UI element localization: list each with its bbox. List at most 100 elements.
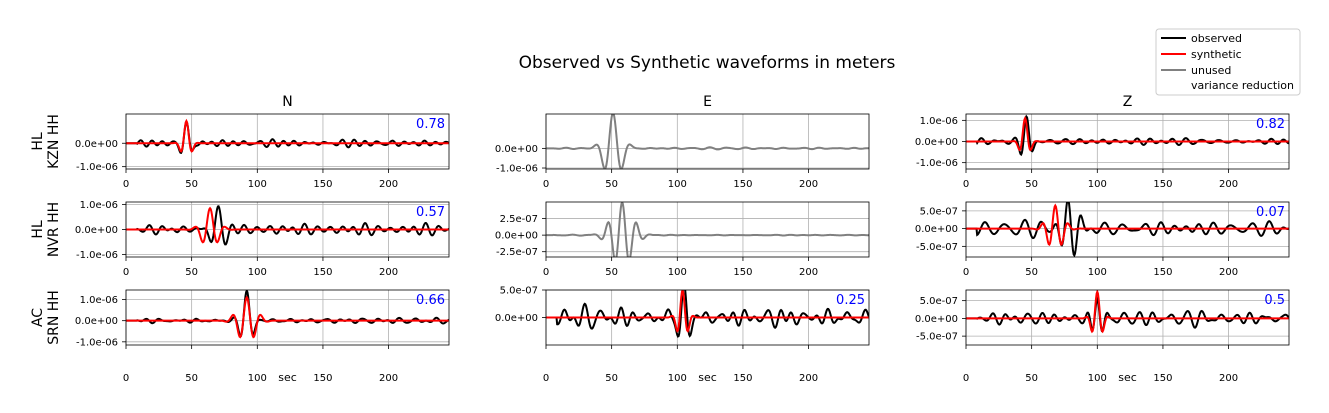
x-tick-label: 100 [1088, 179, 1107, 190]
variance-reduction-value: 0.78 [416, 117, 445, 132]
observed-trace [966, 296, 1289, 333]
x-tick-label: 0 [543, 179, 549, 190]
axes-frame [545, 201, 870, 258]
legend-observed-label: observed [1191, 32, 1242, 45]
x-tick-label: 150 [1153, 179, 1172, 190]
row-label-kzn: HLKZN HH [30, 114, 62, 169]
y-tick-label: 5.0e-07 [500, 286, 538, 297]
x-tick-label: 50 [1025, 179, 1038, 190]
x-tick-label: 150 [733, 373, 752, 384]
x-tick-label: 150 [733, 267, 752, 278]
observed-trace [546, 290, 869, 338]
x-tick-label: 0 [123, 373, 129, 384]
y-tick-label: 0.0e+00 [75, 316, 118, 327]
variance-reduction-value: 0.5 [1264, 293, 1285, 308]
row-label-srn: ACSRN HH [30, 290, 62, 345]
panel-kzn-n: 0 50 100 150 200 0.0e+00 -1.0e-06 0.78 [75, 113, 450, 190]
x-tick-label: 200 [1219, 179, 1238, 190]
y-tick-label: 5.0e-07 [920, 206, 958, 217]
column-title-e: E [703, 94, 712, 110]
x-tick-label: 0 [963, 179, 969, 190]
y-tick-label: 0.0e+00 [495, 231, 538, 242]
y-tick-label: -2.5e-07 [496, 247, 538, 258]
x-tick-label: 50 [1025, 267, 1038, 278]
x-tick-label: 200 [1219, 267, 1238, 278]
x-tick-label: 100 [248, 373, 267, 384]
x-tick-label: 200 [379, 373, 398, 384]
variance-reduction-value: 0.25 [836, 293, 865, 308]
x-tick-label: 0 [543, 267, 549, 278]
y-tick-label: -1.0e-06 [76, 162, 118, 173]
x-tick-label: 200 [799, 179, 818, 190]
y-tick-label: -1.0e-06 [76, 337, 118, 348]
x-tick-label: 150 [313, 179, 332, 190]
variance-reduction-value: 0.66 [416, 293, 445, 308]
synthetic-trace [126, 206, 449, 244]
y-tick-label: -1.0e-06 [76, 250, 118, 261]
x-tick-label: 100 [668, 179, 687, 190]
x-tick-label: 100 [668, 267, 687, 278]
y-tick-label: 0.0e+00 [75, 225, 118, 236]
y-tick-label: -5.0e-07 [916, 242, 958, 253]
x-tick-label: 100 [1088, 373, 1107, 384]
x-tick-label: 100 [248, 179, 267, 190]
x-tick-label: 150 [313, 267, 332, 278]
panel-srn-e: 0 50 100 150 200 5.0e-07 0.0e+00 0.25 sec [495, 286, 870, 384]
row-station-label: SRN HH [46, 290, 62, 345]
axes-frame [545, 113, 870, 170]
y-tick-label: 0.0e+00 [915, 137, 958, 148]
x-tick-label: 50 [605, 179, 618, 190]
y-tick-label: 0.0e+00 [495, 313, 538, 324]
observed-trace [966, 114, 1289, 157]
y-tick-label: 5.0e-07 [920, 296, 958, 307]
variance-reduction-value: 0.57 [416, 205, 445, 220]
x-tick-label: 150 [1153, 373, 1172, 384]
row-station-label: NVR HH [46, 202, 62, 257]
synthetic-trace [966, 115, 1289, 152]
axes-frame [125, 113, 450, 170]
variance-reduction-value: 0.07 [1256, 205, 1285, 220]
panel-kzn-e: 0 50 100 150 200 0.0e+00 -1.0e-06 [495, 113, 870, 190]
x-tick-label: 200 [379, 267, 398, 278]
row-label-nvr: HLNVR HH [30, 202, 62, 257]
axes-frame [965, 201, 1290, 258]
column-title-z: Z [1123, 94, 1133, 110]
axes-frame [965, 289, 1290, 346]
y-tick-label: 0.0e+00 [495, 144, 538, 155]
row-station-label: KZN HH [46, 114, 62, 169]
y-tick-label: 0.0e+00 [75, 139, 118, 150]
unused-trace [546, 114, 869, 169]
variance-reduction-value: 0.82 [1256, 117, 1285, 132]
panel-srn-n: 0 50 100 150 200 1.0e-06 0.0e+00 -1.0e-06 0.66 se… [75, 289, 450, 384]
y-tick-label: -5.0e-07 [916, 332, 958, 343]
row-network-label: HL [30, 132, 46, 151]
y-tick-label: 1.0e-06 [80, 200, 118, 211]
x-tick-label: 200 [1219, 373, 1238, 384]
panel-kzn-z: 0 50 100 150 200 1.0e-06 0.0e+00 -1.0e-06 0.82 [915, 113, 1290, 190]
axes-frame [125, 289, 450, 346]
x-tick-label: 50 [605, 373, 618, 384]
x-tick-label: 0 [963, 267, 969, 278]
x-tick-label: 100 [1088, 267, 1107, 278]
x-tick-label: 0 [123, 179, 129, 190]
legend: observed synthetic unused variance reduc… [1155, 28, 1301, 96]
panel-nvr-e: 0 50 100 150 200 2.5e-07 0.0e+00 -2.5e-07 [495, 201, 870, 278]
x-tick-label: 50 [185, 267, 198, 278]
observed-trace [966, 202, 1289, 257]
panel-nvr-n: 0 50 100 150 200 1.0e-06 0.0e+00 -1.0e-06 0.57 [75, 200, 450, 278]
x-tick-label: 50 [1025, 373, 1038, 384]
y-tick-label: -1.0e-06 [916, 158, 958, 169]
legend-frame [1155, 28, 1301, 96]
synthetic-trace [126, 295, 449, 339]
unused-trace [546, 202, 869, 257]
y-tick-label: 1.0e-06 [80, 295, 118, 306]
x-tick-label: 200 [379, 179, 398, 190]
y-tick-label: -1.0e-06 [496, 164, 538, 175]
y-tick-label: 0.0e+00 [915, 314, 958, 325]
synthetic-trace [966, 290, 1289, 334]
legend-synthetic-label: synthetic [1191, 48, 1242, 61]
figure-title: Observed vs Synthetic waveforms in meter… [519, 53, 896, 73]
panel-nvr-z: 0 50 100 150 200 5.0e-07 0.0e+00 -5.0e-07 0.07 [915, 201, 1290, 278]
